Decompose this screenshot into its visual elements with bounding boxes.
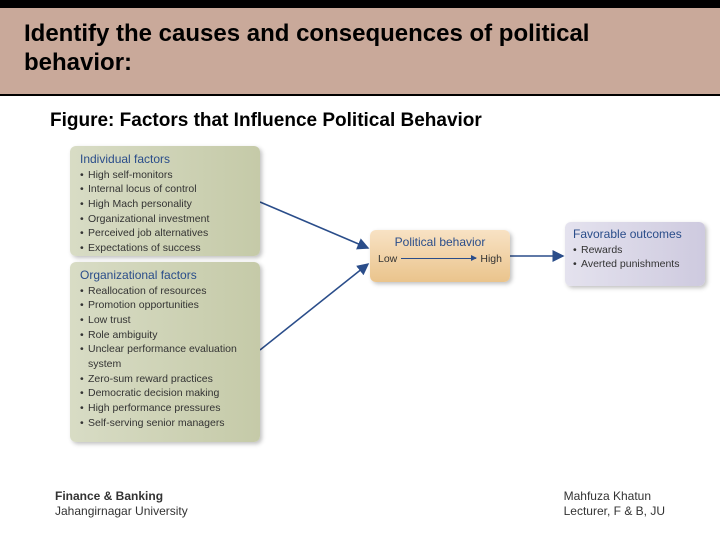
list-item: Rewards [573, 243, 697, 258]
favorable-outcomes-box: Favorable outcomes Rewards Averted punis… [565, 222, 705, 286]
organizational-factors-box: Organizational factors Reallocation of r… [70, 262, 260, 442]
footer: Finance & Banking Jahangirnagar Universi… [0, 489, 720, 520]
list-item: Unclear performance evaluation system [80, 342, 250, 371]
page-title: Identify the causes and consequences of … [24, 20, 696, 78]
top-black-bar [0, 0, 720, 8]
footer-university: Jahangirnagar University [55, 504, 188, 520]
political-scale-line [401, 258, 476, 259]
political-behavior-box: Political behavior Low High [370, 230, 510, 282]
favorable-heading: Favorable outcomes [573, 227, 697, 241]
title-banner: Identify the causes and consequences of … [0, 8, 720, 96]
individual-list: High self-monitors Internal locus of con… [80, 168, 250, 256]
organizational-heading: Organizational factors [80, 268, 250, 282]
figure-caption: Figure: Factors that Influence Political… [50, 110, 680, 132]
political-low-label: Low [378, 253, 397, 265]
political-heading: Political behavior [378, 235, 502, 249]
list-item: Role ambiguity [80, 328, 250, 343]
list-item: Self-serving senior managers [80, 416, 250, 431]
list-item: Organizational investment [80, 212, 250, 227]
list-item: Democratic decision making [80, 386, 250, 401]
list-item: Perceived job alternatives [80, 226, 250, 241]
list-item: Averted punishments [573, 257, 697, 272]
political-high-label: High [480, 253, 502, 265]
political-scale: Low High [378, 253, 502, 265]
list-item: Expectations of success [80, 241, 250, 256]
list-item: High self-monitors [80, 168, 250, 183]
list-item: Internal locus of control [80, 182, 250, 197]
subtitle-row: Figure: Factors that Influence Political… [0, 96, 720, 140]
individual-heading: Individual factors [80, 152, 250, 166]
footer-left: Finance & Banking Jahangirnagar Universi… [55, 489, 188, 520]
list-item: Zero-sum reward practices [80, 372, 250, 387]
list-item: High performance pressures [80, 401, 250, 416]
list-item: Promotion opportunities [80, 298, 250, 313]
footer-right: Mahfuza Khatun Lecturer, F & B, JU [564, 489, 665, 520]
diagram-area: Individual factors High self-monitors In… [0, 140, 720, 460]
arrow-organizational-to-political [260, 264, 368, 350]
footer-author: Mahfuza Khatun [564, 489, 665, 505]
list-item: Reallocation of resources [80, 284, 250, 299]
favorable-list: Rewards Averted punishments [573, 243, 697, 272]
footer-role: Lecturer, F & B, JU [564, 504, 665, 520]
organizational-list: Reallocation of resources Promotion oppo… [80, 284, 250, 431]
individual-factors-box: Individual factors High self-monitors In… [70, 146, 260, 256]
arrow-individual-to-political [260, 202, 368, 248]
list-item: High Mach personality [80, 197, 250, 212]
list-item: Low trust [80, 313, 250, 328]
footer-dept: Finance & Banking [55, 489, 188, 505]
